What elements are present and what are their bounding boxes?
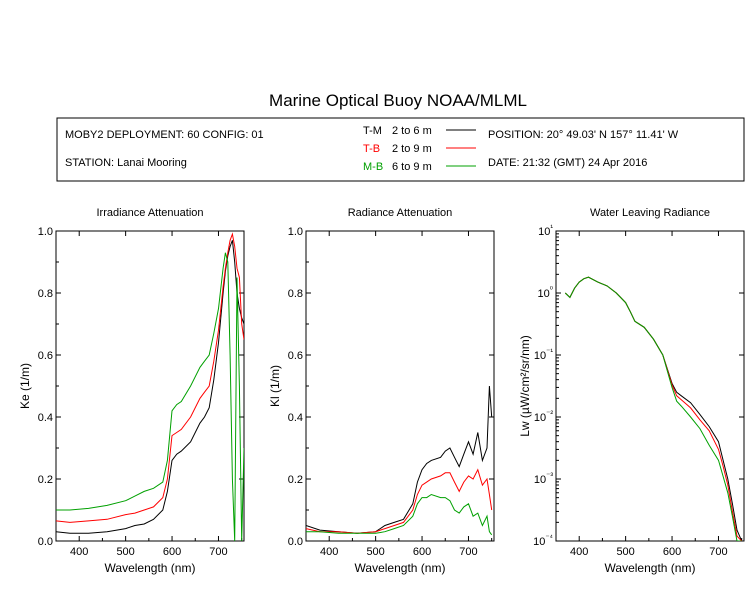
series-line-0-M-B	[56, 252, 244, 541]
y-tick-label-0-2: 0.4	[38, 412, 53, 424]
chart-title-2: Water Leaving Radiance	[590, 207, 710, 219]
y-tick-label-1-5: 1.0	[288, 226, 303, 238]
y-tick-label-1-4: 0.8	[288, 288, 303, 300]
legend-range-2: 6 to 9 m	[392, 161, 432, 173]
y-tick-label-2-5: 10¹	[538, 223, 553, 238]
x-tick-label-2-3: 700	[709, 546, 727, 558]
x-tick-label-0-2: 600	[163, 546, 181, 558]
legend-code-2: M-B	[363, 161, 383, 173]
chart-title-1: Radiance Attenuation	[348, 207, 453, 219]
x-tick-label-2-1: 500	[616, 546, 634, 558]
y-tick-label-2-0: 10⁻⁴	[533, 533, 553, 548]
series-line-1-T-B	[306, 468, 493, 534]
x-tick-label-1-0: 400	[320, 546, 338, 558]
legend-range-1: 2 to 9 m	[392, 143, 432, 155]
x-tick-label-0-3: 700	[209, 546, 227, 558]
y-axis-label-1: Kl (1/m)	[268, 365, 282, 407]
legend-code-1: T-B	[363, 143, 380, 155]
y-tick-label-0-3: 0.6	[38, 350, 53, 362]
y-tick-label-0-1: 0.2	[38, 474, 53, 486]
y-tick-label-0-5: 1.0	[38, 226, 53, 238]
x-tick-label-1-3: 700	[459, 546, 477, 558]
x-tick-label-0-1: 500	[116, 546, 134, 558]
x-tick-label-2-0: 400	[570, 546, 588, 558]
y-tick-label-0-0: 0.0	[38, 536, 53, 548]
chart-panel-1: Radiance Attenuation 400 500 600 700 0.0 0.2 0.…	[268, 207, 495, 575]
y-tick-label-1-0: 0.0	[288, 536, 303, 548]
series-line-2-M-B	[564, 276, 742, 541]
series-line-1-M-B	[306, 493, 493, 536]
figure-title: Marine Optical Buoy NOAA/MLML	[269, 91, 527, 110]
charts: Irradiance Attenuation 400 500 600 700 0.0 0.2…	[18, 207, 745, 575]
deployment-text: MOBY2 DEPLOYMENT: 60 CONFIG: 01	[65, 129, 264, 141]
series-line-2-T-B	[564, 276, 743, 541]
plot-frame-2	[555, 230, 745, 542]
plot-frame-1	[305, 230, 495, 542]
series-line-2-T-M	[564, 276, 743, 541]
info-box: MOBY2 DEPLOYMENT: 60 CONFIG: 01 STATION:…	[56, 117, 745, 182]
position-text: POSITION: 20° 49.03' N 157° 11.41' W	[488, 129, 679, 141]
y-axis-label-0: Ke (1/m)	[18, 363, 32, 409]
series-line-1-T-M	[306, 385, 493, 534]
y-tick-label-2-4: 10⁰	[538, 285, 553, 300]
chart-panel-0: Irradiance Attenuation 400 500 600 700 0.0 0.2…	[18, 207, 245, 575]
x-axis-label-1: Wavelength (nm)	[355, 561, 446, 575]
y-tick-label-2-3: 10⁻¹	[534, 347, 553, 362]
x-tick-label-0-0: 400	[70, 546, 88, 558]
y-axis-label-2: Lw (µW/cm²/sr/nm)	[518, 335, 532, 437]
info-box-frame	[56, 117, 745, 182]
x-tick-label-2-2: 600	[663, 546, 681, 558]
y-tick-label-0-4: 0.8	[38, 288, 53, 300]
y-tick-label-1-1: 0.2	[288, 474, 303, 486]
date-text: DATE: 21:32 (GMT) 24 Apr 2016	[488, 157, 647, 169]
x-tick-label-1-2: 600	[413, 546, 431, 558]
y-tick-label-2-2: 10⁻²	[534, 409, 553, 424]
series-line-0-T-M	[56, 240, 244, 534]
station-text: STATION: Lanai Mooring	[65, 157, 187, 169]
chart-title-0: Irradiance Attenuation	[96, 207, 203, 219]
legend-range-0: 2 to 6 m	[392, 125, 432, 137]
legend-code-0: T-M	[363, 125, 382, 137]
series-line-0-T-B	[56, 232, 244, 523]
chart-panel-2: Water Leaving Radiance 400 500 600 700 10⁻⁴ 10…	[518, 207, 745, 575]
plot-frame-0	[55, 230, 245, 542]
y-tick-label-1-3: 0.6	[288, 350, 303, 362]
x-tick-label-1-1: 500	[366, 546, 384, 558]
x-axis-label-2: Wavelength (nm)	[605, 561, 696, 575]
x-axis-label-0: Wavelength (nm)	[105, 561, 196, 575]
legend: T-M 2 to 6 m T-B 2 to 9 m M-B 6 to 9 m	[363, 125, 476, 173]
y-tick-label-2-1: 10⁻³	[534, 471, 553, 486]
y-tick-label-1-2: 0.4	[288, 412, 303, 424]
